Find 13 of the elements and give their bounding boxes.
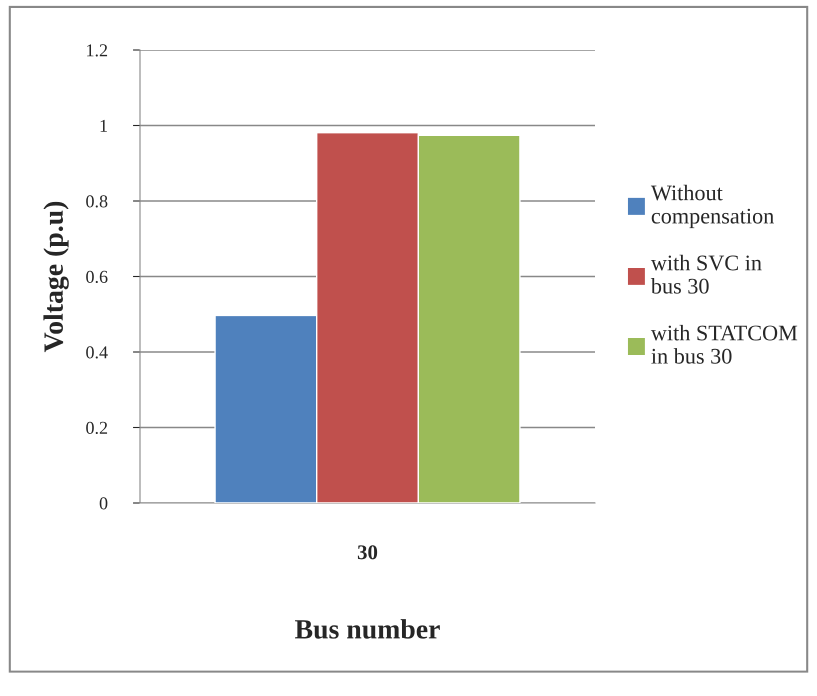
y-tick-label: 0.2 xyxy=(86,422,108,434)
y-tick-label: 0.8 xyxy=(86,195,108,208)
y-tick-label: 0.4 xyxy=(86,346,108,359)
y-axis-title: Voltage (p.u) xyxy=(43,202,69,352)
x-tick-label: 30 xyxy=(358,545,378,560)
legend-label: with SVC in bus 30 xyxy=(650,254,762,294)
y-tick-label: 1.2 xyxy=(87,44,108,57)
y-tick-label: 0.6 xyxy=(86,270,108,284)
y-tick-label: 1 xyxy=(100,120,107,132)
legend-label: Without compensation xyxy=(650,184,774,228)
x-axis-title: Bus number xyxy=(295,619,440,639)
y-tick-label: 0 xyxy=(100,497,108,510)
legend-label: with STATCOM in bus 30 xyxy=(650,324,798,364)
